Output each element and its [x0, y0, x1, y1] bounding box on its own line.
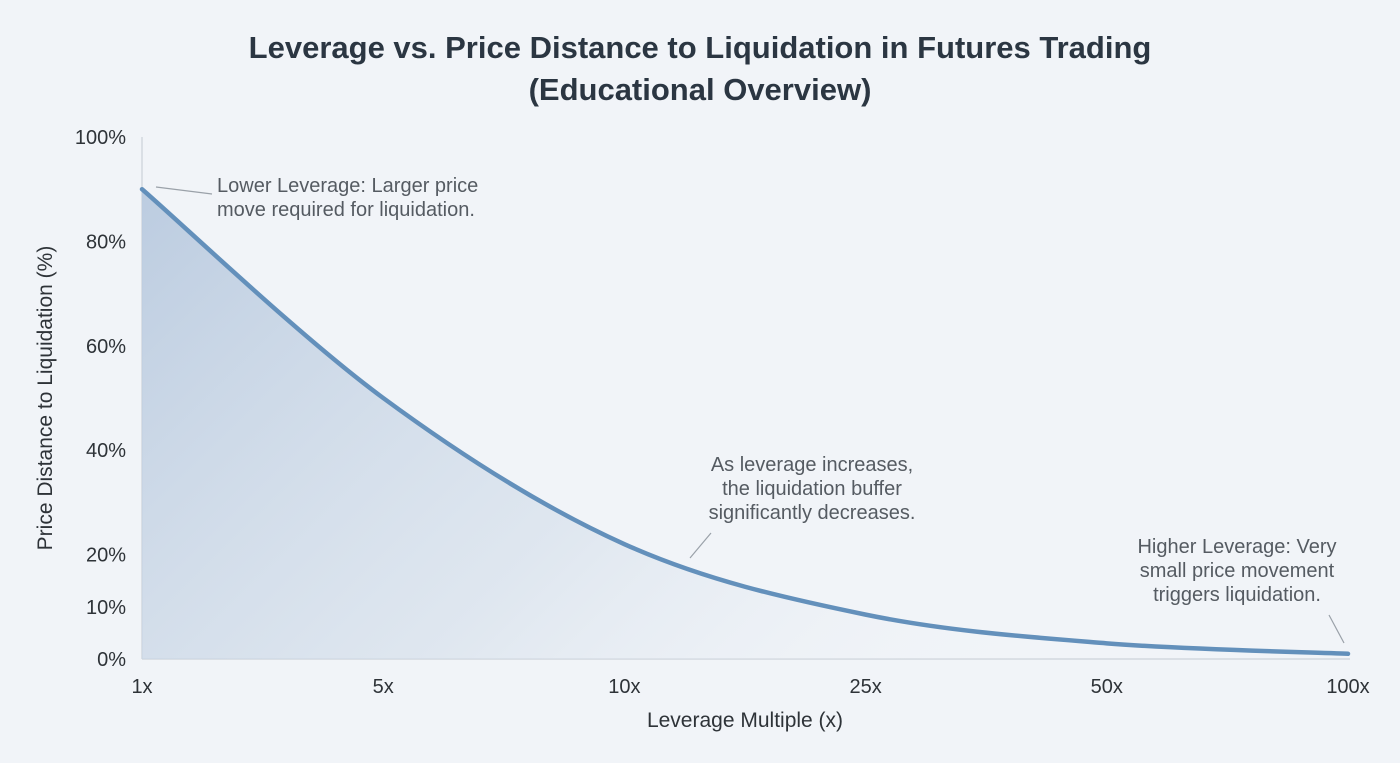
area-fill [142, 189, 1348, 659]
chart-subtitle: (Educational Overview) [529, 72, 872, 107]
y-tick-label: 0% [97, 649, 126, 671]
y-tick-label: 80% [86, 231, 126, 253]
x-tick-label: 5x [373, 676, 394, 698]
annotation-2: As leverage increases,the liquidation bu… [689, 454, 916, 559]
y-axis-label: Price Distance to Liquidation (%) [34, 246, 57, 551]
annotation-text: the liquidation buffer [722, 478, 902, 500]
annotation-arrow [155, 186, 213, 195]
annotation-arrow [1328, 614, 1345, 644]
series-line [139, 186, 1351, 657]
x-tick-label: 100x [1326, 676, 1369, 698]
y-tick-label: 40% [86, 440, 126, 462]
y-tick-label: 20% [86, 545, 126, 567]
annotation-text: significantly decreases. [709, 502, 916, 524]
x-axis-label: Leverage Multiple (x) [647, 709, 843, 732]
annotation-arrow [689, 532, 712, 559]
annotation-text: Higher Leverage: Very [1137, 536, 1336, 558]
annotation-text: As leverage increases, [711, 454, 913, 476]
annotation-text: triggers liquidation. [1153, 584, 1321, 606]
x-tick-label: 1x [131, 676, 152, 698]
chart-title: Leverage vs. Price Distance to Liquidati… [249, 30, 1152, 65]
annotation-text: small price movement [1140, 560, 1335, 582]
y-tick-label: 60% [86, 336, 126, 358]
annotation-text: Lower Leverage: Larger price [217, 175, 478, 197]
x-tick-label: 10x [608, 676, 640, 698]
annotation-text: move required for liquidation. [217, 199, 475, 221]
x-tick-label: 25x [849, 676, 881, 698]
y-tick-label: 10% [86, 597, 126, 619]
x-tick-label: 50x [1091, 676, 1123, 698]
y-tick-label: 100% [75, 127, 126, 149]
